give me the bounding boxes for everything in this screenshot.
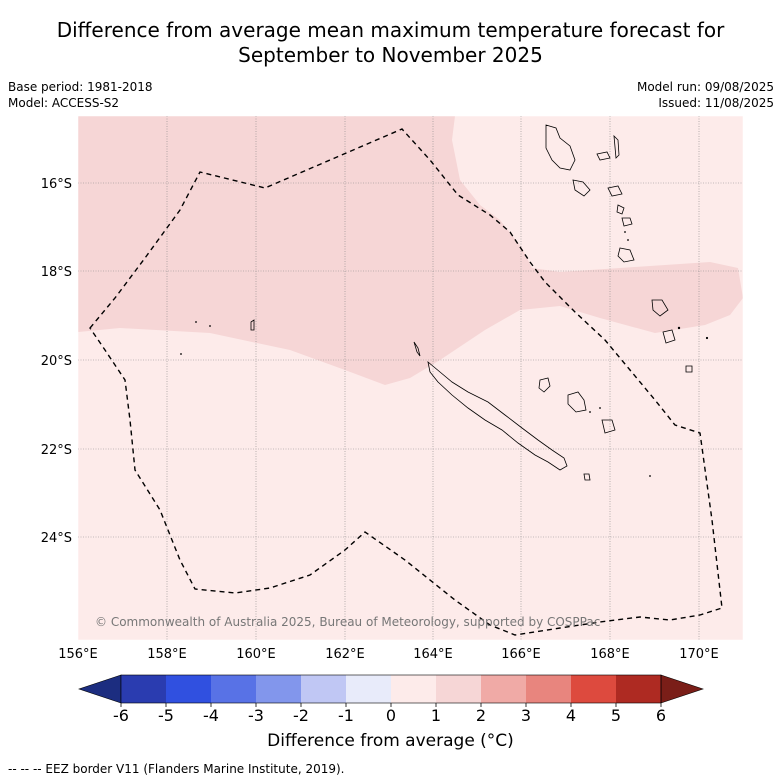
map-frame bbox=[77, 115, 744, 641]
colorbar-tick-m1: -1 bbox=[338, 706, 354, 725]
colorbar-under-extend bbox=[78, 674, 122, 704]
model-run: Model run: 09/08/2025 bbox=[636, 80, 774, 94]
copyright-notice: © Commonwealth of Australia 2025, Bureau… bbox=[95, 615, 600, 629]
map-title: Difference from average mean maximum tem… bbox=[0, 18, 781, 68]
belep-islands bbox=[413, 341, 421, 357]
eez-legend-note: -- -- -- EEZ border V11 (Flanders Marine… bbox=[8, 762, 345, 776]
colorbar-bin-m1-0 bbox=[346, 675, 391, 703]
colorbar: -6 -5 -4 -3 -2 -1 0 1 2 3 4 5 6 bbox=[78, 674, 704, 725]
lat-label-16s: 16°S bbox=[41, 177, 72, 192]
walpole-island bbox=[685, 365, 693, 373]
colorbar-tick-5: 5 bbox=[611, 706, 621, 725]
vanuatu-erromango bbox=[617, 247, 635, 263]
colorbar-bin-5-6 bbox=[616, 675, 661, 703]
colorbar-tick-m2: -2 bbox=[293, 706, 309, 725]
colorbar-bin-0-1 bbox=[391, 675, 436, 703]
small-islets bbox=[180, 231, 709, 477]
vanuatu-ambrym bbox=[607, 185, 623, 197]
title-line-2: September to November 2025 bbox=[238, 43, 543, 67]
base-period: Base period: 1981-2018 bbox=[8, 80, 153, 94]
lon-label-158e: 158°E bbox=[147, 647, 187, 662]
lat-label-22s: 22°S bbox=[41, 443, 72, 458]
vanuatu-pentecost bbox=[596, 151, 611, 161]
colorbar-tick-3: 3 bbox=[521, 706, 531, 725]
colorbar-tick-2: 2 bbox=[476, 706, 486, 725]
vanuatu-aneityum bbox=[662, 329, 676, 344]
latitude-tick-labels: 16°S 18°S 20°S 22°S 24°S bbox=[41, 177, 72, 546]
colorbar-bin-m2-m1 bbox=[301, 675, 346, 703]
colorbar-tick-m3: -3 bbox=[248, 706, 264, 725]
meta-right: Model run: 09/08/2025 Issued: 11/08/2025 bbox=[637, 79, 774, 111]
colorbar-bin-m5-m4 bbox=[166, 675, 211, 703]
colorbar-tick-1: 1 bbox=[431, 706, 441, 725]
vanuatu-espiritu-santo bbox=[545, 124, 576, 171]
colorbar-tick-m5: -5 bbox=[158, 706, 174, 725]
colorbar-tick-marks bbox=[120, 703, 662, 707]
loyalty-island-mare bbox=[601, 419, 616, 434]
meta-left: Base period: 1981-2018 Model: ACCESS-S2 bbox=[8, 79, 153, 111]
coastlines bbox=[250, 124, 693, 481]
lon-label-160e: 160°E bbox=[236, 647, 276, 662]
colorbar-tick-m4: -4 bbox=[203, 706, 219, 725]
lat-label-24s: 24°S bbox=[41, 531, 72, 546]
longitude-tick-labels: 156°E 158°E 160°E 162°E 164°E 166°E 168°… bbox=[58, 647, 719, 662]
lon-label-166e: 166°E bbox=[501, 647, 541, 662]
lat-label-18s: 18°S bbox=[41, 265, 72, 280]
colorbar-tick-6: 6 bbox=[656, 706, 666, 725]
vanuatu-epi bbox=[616, 204, 625, 215]
graticule bbox=[78, 116, 743, 640]
vanuatu-maewo bbox=[613, 134, 620, 159]
colorbar-bin-m3-m2 bbox=[256, 675, 301, 703]
lon-label-156e: 156°E bbox=[58, 647, 98, 662]
isle-of-pines bbox=[583, 473, 591, 481]
colorbar-label: Difference from average (°C) bbox=[267, 731, 514, 751]
colorbar-tick-m6: -6 bbox=[113, 706, 129, 725]
lon-label-170e: 170°E bbox=[679, 647, 719, 662]
lon-label-162e: 162°E bbox=[325, 647, 365, 662]
chesterfield-islands bbox=[250, 319, 255, 331]
loyalty-island-ouvea bbox=[538, 377, 551, 393]
loyalty-island-lifou bbox=[567, 391, 587, 413]
new-caledonia-island bbox=[427, 360, 568, 471]
model-name: Model: ACCESS-S2 bbox=[8, 96, 120, 110]
colorbar-over-extend bbox=[660, 674, 704, 704]
colorbar-bin-m6-m5 bbox=[121, 675, 166, 703]
eez-border bbox=[89, 128, 723, 636]
colorbar-bin-m4-m3 bbox=[211, 675, 256, 703]
colorbar-tick-0: 0 bbox=[386, 706, 396, 725]
colorbar-bin-2-3 bbox=[481, 675, 526, 703]
lat-label-20s: 20°S bbox=[41, 354, 72, 369]
colorbar-bin-4-5 bbox=[571, 675, 616, 703]
colorbar-tick-4: 4 bbox=[566, 706, 576, 725]
vanuatu-efate bbox=[621, 217, 633, 227]
colorbar-bin-1-2 bbox=[436, 675, 481, 703]
colorbar-tick-labels: -6 -5 -4 -3 -2 -1 0 1 2 3 4 5 6 bbox=[113, 706, 666, 725]
vanuatu-malakula bbox=[572, 179, 591, 197]
lon-label-168e: 168°E bbox=[590, 647, 630, 662]
map-area: © Commonwealth of Australia 2025, Bureau… bbox=[78, 116, 743, 640]
title-line-1: Difference from average mean maximum tem… bbox=[56, 18, 725, 42]
vanuatu-tanna bbox=[651, 299, 669, 317]
issued-date: Issued: 11/08/2025 bbox=[658, 96, 774, 110]
colorbar-bin-3-4 bbox=[526, 675, 571, 703]
lon-label-164e: 164°E bbox=[413, 647, 453, 662]
